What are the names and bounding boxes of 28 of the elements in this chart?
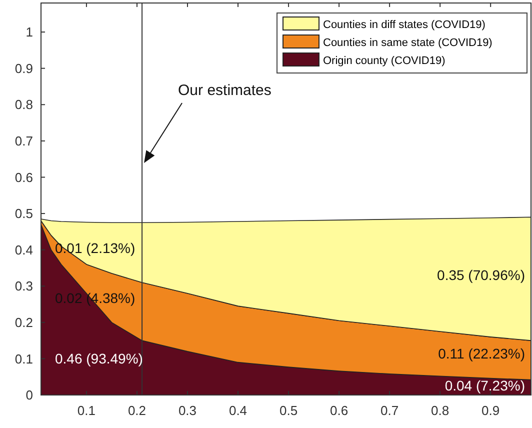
y-tick-label: 0.8 [14, 97, 33, 112]
x-tick-label: 0.6 [330, 403, 348, 418]
x-tick-label: 0.5 [279, 403, 298, 418]
x-tick-label: 0.9 [482, 403, 500, 418]
y-tick-label: 0.9 [14, 60, 33, 76]
x-tick-label: 0.7 [380, 403, 399, 418]
x-tick-label: 0.3 [178, 403, 197, 418]
annotation: 0.04 (7.23%) [444, 377, 525, 394]
annotation: 0.11 (22.23%) [438, 346, 525, 362]
y-tick-label: 0.4 [14, 242, 33, 258]
y-tick-label: 0 [26, 388, 33, 403]
y-tick-label: 0.1 [14, 351, 33, 366]
y-tick-label: 0.5 [14, 206, 33, 222]
y-tick-label: 0.3 [14, 278, 33, 294]
x-tick-label: 0.8 [431, 403, 450, 418]
annotation: 0.35 (70.96%) [437, 266, 525, 283]
y-tick-label: 0.7 [14, 133, 33, 148]
y-tick-label: 1 [26, 24, 33, 40]
legend-label: Counties in diff states (COVID19) [323, 18, 486, 31]
annotation: Our estimates [178, 82, 272, 99]
annotation: 0.46 (93.49%) [55, 350, 143, 367]
y-tick-label: 0.6 [14, 170, 33, 185]
y-tick-label: 0.2 [14, 314, 33, 330]
legend-label: Counties in same state (COVID19) [323, 36, 492, 49]
x-tick-label: 0.4 [228, 403, 248, 418]
legend-label: Origin county (COVID19) [323, 54, 446, 67]
x-tick-label: 0.2 [128, 403, 146, 418]
x-tick-label: 0.1 [77, 403, 96, 418]
